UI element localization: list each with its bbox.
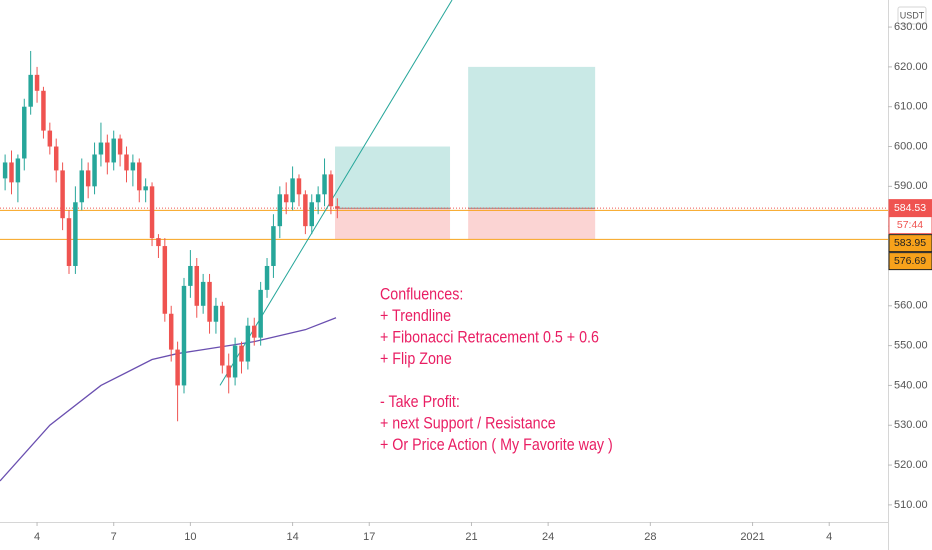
candle-body [22, 106, 27, 159]
candle-body [143, 186, 148, 191]
candle-body [137, 162, 142, 191]
annotation-line: + next Support / Resistance [380, 414, 556, 432]
x-tick-label: 10 [184, 531, 196, 543]
plot-layer [0, 0, 888, 482]
candle-body [130, 162, 136, 171]
y-tick-label: 620.00 [894, 61, 928, 73]
candle-body [98, 142, 104, 155]
x-tick-label: 14 [286, 531, 298, 543]
candle-body [207, 281, 212, 322]
candle-body [47, 130, 53, 147]
candle-body [181, 285, 187, 386]
candle-body [296, 178, 302, 195]
candle-body [245, 325, 251, 362]
candle-body [2, 162, 8, 179]
annotation-line: + Flip Zone [380, 350, 452, 368]
candle-body [53, 146, 59, 171]
candle-body [277, 194, 283, 227]
x-tick-label: 2021 [740, 531, 764, 543]
candle-body [188, 265, 193, 286]
annotation-line: + Or Price Action ( My Favorite way ) [380, 436, 613, 454]
y-tick-label: 550.00 [894, 340, 928, 352]
price-label-box [888, 234, 932, 253]
candle-body [194, 265, 200, 306]
candle-body [162, 246, 168, 314]
x-tick-label: 4 [34, 531, 40, 543]
candle-body [15, 158, 21, 183]
x-tick-label: 24 [542, 531, 554, 543]
candle-body [156, 238, 161, 247]
candle-body [28, 74, 33, 107]
countdown: 57:44 [897, 219, 923, 231]
y-tick-label: 610.00 [894, 101, 928, 113]
candle-body [258, 289, 263, 338]
candle-body [213, 305, 219, 322]
candle-body [79, 170, 85, 203]
candle-body [85, 170, 91, 187]
y-tick-label: 600.00 [894, 140, 928, 152]
currency: USDT [900, 10, 925, 20]
annotation-line: - Take Profit: [380, 393, 460, 411]
price-label: 583.95 [894, 237, 926, 249]
y-tick-label: 560.00 [894, 300, 928, 312]
stop-zone [335, 208, 451, 240]
candle-body [328, 174, 334, 207]
candle-body [168, 313, 174, 350]
candle-body [315, 194, 321, 203]
candle-body [226, 365, 231, 378]
candle-body [73, 202, 78, 266]
candle-body [264, 265, 270, 290]
annotation-line: Confluences: [380, 285, 463, 303]
candle-body [66, 218, 72, 266]
target-zone [335, 146, 451, 209]
candle-body [60, 170, 65, 219]
annotation-line: + Trendline [380, 307, 451, 325]
candle-body [239, 345, 244, 362]
candle-body [252, 325, 257, 338]
candle-body [9, 162, 14, 183]
y-tick-label: 510.00 [894, 499, 928, 511]
candle-body [303, 194, 308, 227]
candle-body [200, 281, 206, 306]
price-label: 576.69 [894, 255, 926, 267]
candle-body [309, 202, 314, 227]
annotation-line: + Fibonacci Retracement 0.5 + 0.6 [380, 328, 599, 346]
target-zone [468, 66, 596, 209]
candle-body [92, 154, 97, 187]
candle-body [271, 226, 276, 266]
candle-body [290, 178, 295, 203]
y-tick-label: 540.00 [894, 379, 928, 391]
x-tick-label: 28 [644, 531, 656, 543]
x-tick-label: 17 [363, 531, 375, 543]
candle-body [283, 194, 289, 203]
candle-body [175, 349, 180, 386]
moving-average [0, 317, 337, 482]
candle-body [111, 138, 116, 163]
candle-body [124, 154, 129, 171]
stop-zone [468, 208, 596, 240]
currency-box[interactable] [897, 6, 927, 25]
y-tick-label: 590.00 [894, 180, 928, 192]
price-label: 584.53 [894, 202, 926, 214]
candle-body [335, 206, 340, 209]
y-tick-label: 520.00 [894, 459, 928, 471]
x-tick-label: 7 [111, 531, 117, 543]
candle-body [34, 74, 40, 91]
y-tick-label: 530.00 [894, 419, 928, 431]
candle-body [220, 305, 225, 366]
y-tick-label: 630.00 [894, 21, 928, 33]
candle-body [105, 142, 110, 163]
annotation: Confluences: + Trendline + Fibonacci Retra… [380, 285, 613, 454]
candle-body [232, 345, 238, 378]
candle-body [41, 90, 46, 131]
x-tick-label: 21 [465, 531, 477, 543]
price-label-box [888, 252, 932, 271]
candle-body [322, 174, 327, 195]
candle-body [149, 186, 155, 239]
countdown-box [888, 216, 932, 235]
candle-body [117, 138, 123, 155]
x-tick-label: 4 [826, 531, 832, 543]
